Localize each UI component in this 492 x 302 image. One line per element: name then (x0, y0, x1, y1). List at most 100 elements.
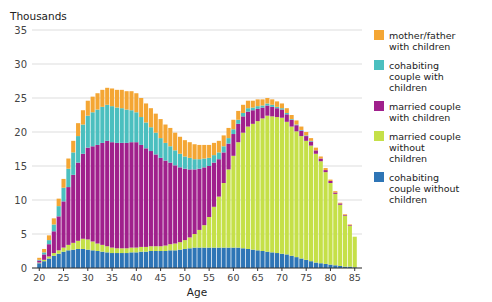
bar-segment (188, 142, 192, 158)
bar-segment (207, 145, 211, 158)
legend-label: married couplewithoutchildren (389, 131, 461, 164)
bar-segment (304, 132, 308, 135)
bar-segment (188, 248, 192, 268)
bar-segment (125, 253, 129, 268)
bar-segment (91, 241, 95, 250)
bar-segment (260, 118, 264, 251)
x-tick-label: 25 (57, 272, 69, 283)
x-tick-label: 60 (227, 272, 239, 283)
x-tick-label: 45 (155, 272, 167, 283)
bar-segment (222, 152, 226, 183)
bar-segment (299, 127, 303, 130)
bar-segment (256, 99, 260, 106)
legend-swatch (374, 101, 384, 111)
bar-segment (299, 136, 303, 258)
bar-segment (47, 244, 51, 256)
bar-segment (353, 236, 357, 237)
bar-segment (125, 143, 129, 248)
bar-segment (207, 217, 211, 248)
bar-segment (61, 179, 65, 188)
bar-segment (353, 237, 357, 268)
bar-segment (348, 224, 352, 226)
x-tick (209, 268, 210, 271)
bar-segment (71, 141, 75, 153)
bar-segment (178, 242, 182, 249)
bar-segment (129, 142, 133, 247)
bar-segment (314, 263, 318, 268)
bar-segment (324, 172, 328, 264)
bar-segment (178, 154, 182, 168)
bar-segment (207, 166, 211, 217)
bar-segment (324, 264, 328, 268)
y-tick-label: 35 (14, 25, 27, 36)
bar-segment (110, 88, 114, 106)
bar-segment (236, 124, 240, 142)
bar-segment (144, 247, 148, 252)
bar-segment (178, 250, 182, 268)
bar-segment (222, 183, 226, 248)
bar-segment (309, 142, 313, 146)
bar-segment (120, 108, 124, 143)
bar-segment (333, 194, 337, 265)
x-tick-label: 55 (203, 272, 215, 283)
bar-segment (52, 253, 56, 256)
bar-segment (76, 136, 80, 163)
bar-segment (139, 247, 143, 252)
bar-segment (154, 133, 158, 155)
bar-segment (81, 110, 85, 124)
bar-segment (144, 148, 148, 247)
bar-segment (66, 159, 70, 169)
bar-segment (294, 131, 298, 257)
bar-segment (333, 192, 337, 193)
bar-segment (328, 183, 332, 265)
bar-segment (173, 133, 177, 151)
bar-segment (71, 250, 75, 268)
bar-segment (159, 138, 163, 158)
bar-segment (95, 244, 99, 251)
bar-segment (168, 146, 172, 162)
bar-segment (246, 127, 250, 249)
bar-segment (144, 103, 148, 122)
bar-segment (95, 145, 99, 244)
y-axis-label: Thousands (9, 10, 67, 22)
bar-segment (193, 234, 197, 248)
bar-segment (105, 88, 109, 105)
bar-segment (95, 93, 99, 109)
bar-segment (294, 257, 298, 268)
bar-segment (91, 97, 95, 113)
bar-segment (260, 99, 264, 105)
x-tick-label: 85 (349, 272, 361, 283)
bar-segment (197, 159, 201, 169)
bar-segment (110, 142, 114, 247)
bar-segment (275, 107, 279, 108)
bar-segment (246, 112, 250, 127)
bar-segment (173, 165, 177, 243)
bar-segment (343, 216, 347, 267)
bar-segment (57, 254, 61, 268)
bar-segment (149, 108, 153, 127)
bar-segment (328, 180, 332, 181)
bar-segment (110, 106, 114, 142)
bar-segment (280, 118, 284, 254)
x-tick (136, 268, 137, 271)
bar-segment (260, 251, 264, 268)
x-tick (63, 268, 64, 271)
bar-segment (91, 146, 95, 241)
bar-segment (95, 110, 99, 145)
bar-segment (52, 231, 56, 253)
legend-swatch (374, 131, 384, 141)
bar-segment (168, 244, 172, 250)
bar-segment (251, 110, 255, 124)
bar-segment (202, 167, 206, 225)
bar-segment (333, 191, 337, 192)
bar-segment (265, 98, 269, 103)
bar-segment (139, 145, 143, 247)
bar-segment (139, 117, 143, 145)
x-tick (184, 268, 185, 271)
x-tick-label: 20 (33, 272, 45, 283)
bar-segment (183, 169, 187, 240)
bar-segment (37, 258, 41, 260)
bar-segment (280, 108, 284, 109)
bar-segment (95, 251, 99, 268)
bar-segment (319, 159, 323, 162)
